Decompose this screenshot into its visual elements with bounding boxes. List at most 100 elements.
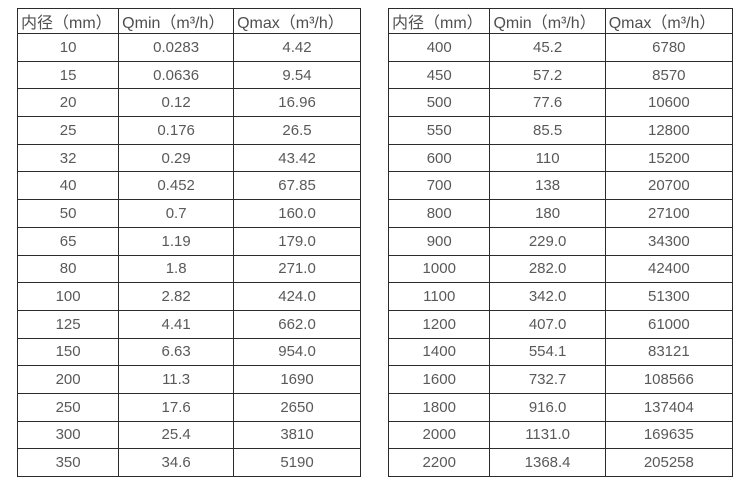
- diameter-cell: 1800: [387, 392, 491, 422]
- diameter-cell: 10: [16, 33, 120, 62]
- qmin-cell: 554.1: [489, 337, 606, 367]
- table-row: 15 0.0636 9.54: [16, 60, 361, 90]
- table-row: 1100 342.0 51300: [387, 282, 734, 311]
- qmin-cell: 0.7: [118, 199, 235, 228]
- qmin-cell: 1.8: [118, 254, 235, 284]
- table-body: 400 45.2 6780 450 57.2 8570 500 77.6 10600 550 85.…: [387, 33, 734, 477]
- table-row: 125 4.41 662.0: [16, 309, 361, 339]
- diameter-cell: 350: [16, 448, 120, 477]
- qmin-cell: 916.0: [489, 392, 606, 422]
- qmax-cell: 9.54: [233, 60, 361, 90]
- table-row: 1400 554.1 83121: [387, 337, 734, 367]
- table-row: 800 180 27100: [387, 199, 734, 228]
- qmax-cell: 954.0: [233, 337, 361, 367]
- diameter-cell: 50: [16, 199, 120, 228]
- qmin-cell: 282.0: [489, 254, 606, 284]
- table-row: 450 57.2 8570: [387, 60, 734, 90]
- qmax-cell: 4.42: [233, 33, 361, 62]
- diameter-cell: 25: [16, 116, 120, 145]
- qmin-cell: 407.0: [489, 309, 606, 339]
- diameter-cell: 300: [16, 420, 120, 450]
- flow-table-small-diameters: 内径（mm） Qmin（m³/h） Qmax（m³/h） 10 0.0283 4.42 15…: [16, 8, 361, 477]
- diameter-cell: 32: [16, 143, 120, 173]
- diameter-cell: 1600: [387, 365, 491, 394]
- table-row: 2200 1368.4 205258: [387, 448, 734, 477]
- table-row: 250 17.6 2650: [16, 392, 361, 422]
- table-body: 10 0.0283 4.42 15 0.0636 9.54 20 0.12 16.96 25 0.1…: [16, 33, 361, 477]
- diameter-cell: 2000: [387, 420, 491, 450]
- qmax-cell: 67.85: [233, 171, 361, 201]
- qmax-cell: 2650: [233, 392, 361, 422]
- qmax-cell: 10600: [604, 88, 734, 118]
- table-row: 1000 282.0 42400: [387, 254, 734, 284]
- diameter-cell: 1000: [387, 254, 491, 284]
- table-row: 600 110 15200: [387, 143, 734, 173]
- qmax-column-header: Qmax（m³/h）: [604, 8, 734, 34]
- table-row: 1200 407.0 61000: [387, 309, 734, 339]
- qmax-cell: 1690: [233, 365, 361, 394]
- diameter-cell: 250: [16, 392, 120, 422]
- diameter-cell: 1100: [387, 282, 491, 311]
- header-row: 内径（mm） Qmin（m³/h） Qmax（m³/h）: [387, 8, 734, 34]
- table-row: 500 77.6 10600: [387, 88, 734, 118]
- diameter-cell: 800: [387, 199, 491, 228]
- qmin-cell: 0.29: [118, 143, 235, 173]
- table-row: 350 34.6 5190: [16, 448, 361, 477]
- qmin-cell: 45.2: [489, 33, 606, 62]
- table-row: 2000 1131.0 169635: [387, 420, 734, 450]
- qmax-cell: 205258: [604, 448, 734, 477]
- qmin-cell: 0.176: [118, 116, 235, 145]
- diameter-cell: 700: [387, 171, 491, 201]
- table-row: 400 45.2 6780: [387, 33, 734, 62]
- diameter-cell: 500: [387, 88, 491, 118]
- qmax-cell: 662.0: [233, 309, 361, 339]
- qmin-cell: 11.3: [118, 365, 235, 394]
- qmax-cell: 5190: [233, 448, 361, 477]
- diameter-cell: 150: [16, 337, 120, 367]
- table-row: 550 85.5 12800: [387, 116, 734, 145]
- qmin-cell: 342.0: [489, 282, 606, 311]
- qmin-cell: 77.6: [489, 88, 606, 118]
- diameter-cell: 450: [387, 60, 491, 90]
- qmax-cell: 6780: [604, 33, 734, 62]
- qmin-cell: 1368.4: [489, 448, 606, 477]
- qmax-cell: 26.5: [233, 116, 361, 145]
- table-row: 200 11.3 1690: [16, 365, 361, 394]
- diameter-cell: 15: [16, 60, 120, 90]
- qmin-cell: 180: [489, 199, 606, 228]
- qmin-cell: 0.0636: [118, 60, 235, 90]
- diameter-cell: 1200: [387, 309, 491, 339]
- diameter-cell: 2200: [387, 448, 491, 477]
- qmax-cell: 12800: [604, 116, 734, 145]
- qmax-cell: 43.42: [233, 143, 361, 173]
- diameter-cell: 40: [16, 171, 120, 201]
- diameter-cell: 100: [16, 282, 120, 311]
- qmin-cell: 85.5: [489, 116, 606, 145]
- diameter-cell: 400: [387, 33, 491, 62]
- qmax-cell: 20700: [604, 171, 734, 201]
- table-row: 100 2.82 424.0: [16, 282, 361, 311]
- table-row: 900 229.0 34300: [387, 226, 734, 256]
- qmax-cell: 15200: [604, 143, 734, 173]
- table-row: 20 0.12 16.96: [16, 88, 361, 118]
- table-row: 80 1.8 271.0: [16, 254, 361, 284]
- qmax-cell: 27100: [604, 199, 734, 228]
- qmax-cell: 83121: [604, 337, 734, 367]
- diameter-cell: 65: [16, 226, 120, 256]
- qmin-column-header: Qmin（m³/h）: [489, 8, 606, 34]
- diameter-cell: 80: [16, 254, 120, 284]
- flow-table-large-diameters: 内径（mm） Qmin（m³/h） Qmax（m³/h） 400 45.2 6780 450…: [387, 8, 734, 477]
- diameter-cell: 1400: [387, 337, 491, 367]
- qmax-cell: 16.96: [233, 88, 361, 118]
- table-row: 32 0.29 43.42: [16, 143, 361, 173]
- qmin-cell: 732.7: [489, 365, 606, 394]
- diameter-cell: 200: [16, 365, 120, 394]
- qmax-cell: 8570: [604, 60, 734, 90]
- qmax-cell: 61000: [604, 309, 734, 339]
- table-row: 300 25.4 3810: [16, 420, 361, 450]
- table-row: 1600 732.7 108566: [387, 365, 734, 394]
- diameter-cell: 600: [387, 143, 491, 173]
- qmax-cell: 271.0: [233, 254, 361, 284]
- qmax-cell: 34300: [604, 226, 734, 256]
